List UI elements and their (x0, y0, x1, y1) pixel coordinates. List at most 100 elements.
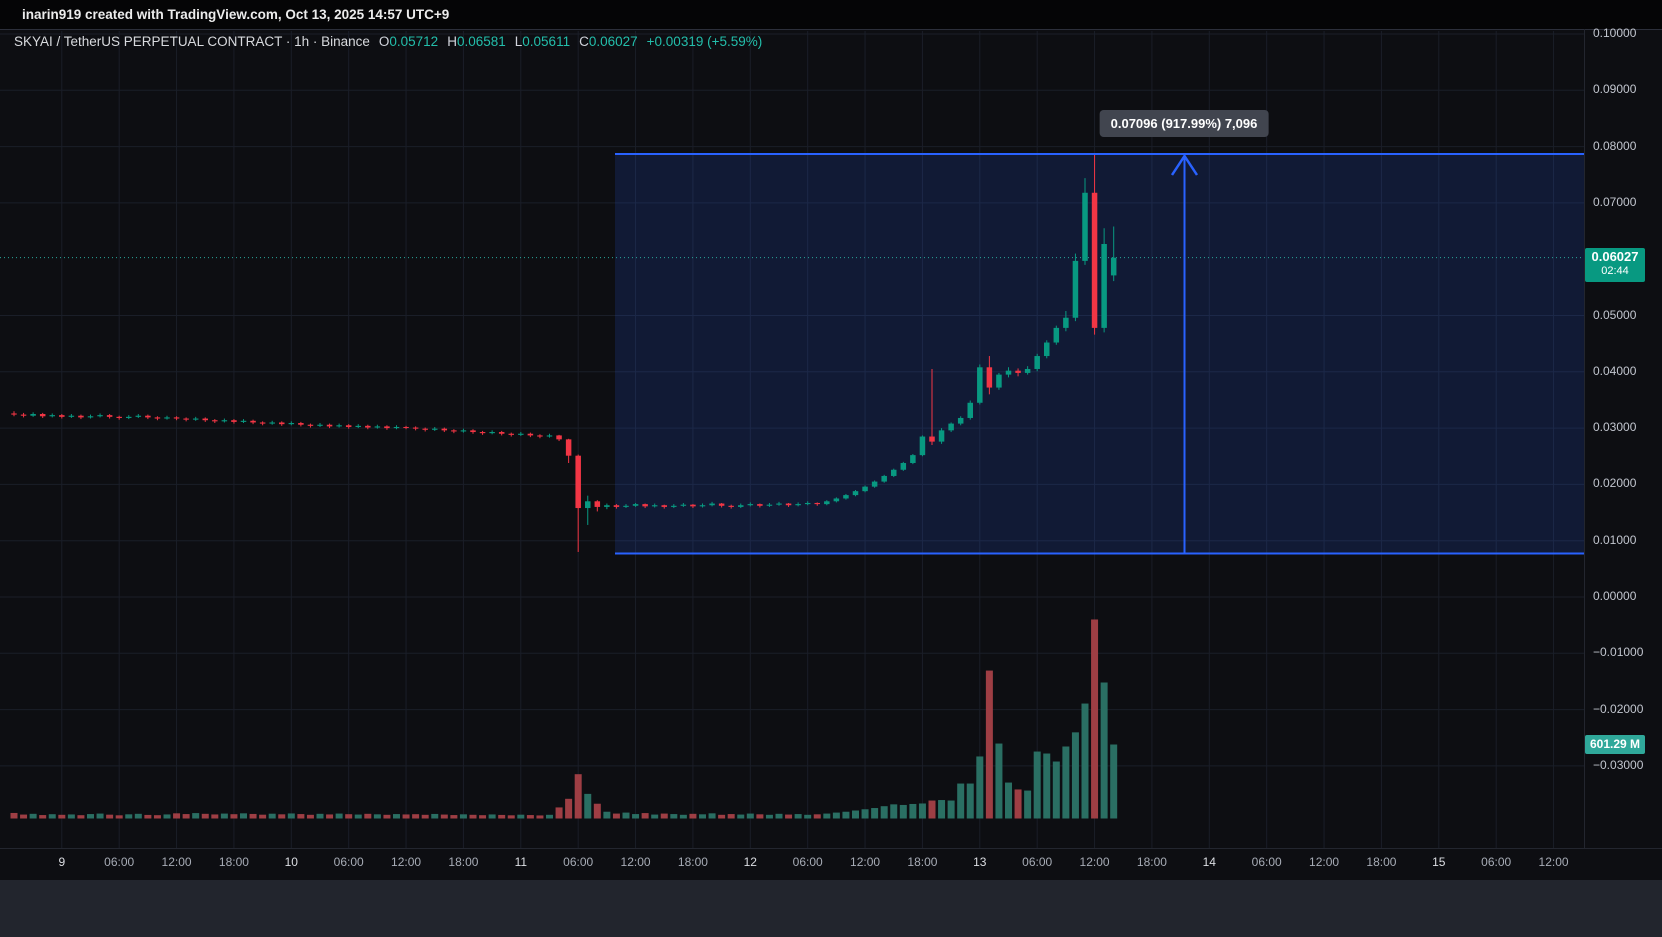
candle-body (508, 433, 514, 435)
time-tick-label: 12:00 (161, 855, 192, 869)
volume-bar (115, 815, 123, 819)
volume-bar (976, 756, 984, 819)
volume-bar (593, 803, 601, 819)
candle-body (814, 502, 820, 505)
candle-body (259, 422, 266, 424)
volume-bar (794, 814, 802, 819)
volume-bar (1110, 744, 1118, 819)
candle-body (432, 428, 438, 430)
price-tick-label: −0.01000 (1593, 645, 1644, 660)
time-tick-label: 12 (743, 855, 757, 869)
volume-bar (899, 804, 907, 819)
price-axis[interactable] (1584, 29, 1662, 848)
candle-body (642, 504, 648, 507)
volume-bar (565, 798, 573, 819)
volume-bar (909, 803, 917, 819)
volume-bar (1091, 619, 1099, 819)
candle-body (527, 433, 534, 436)
candle-body (1005, 370, 1012, 375)
volume-bar (708, 813, 716, 819)
candle-body (1101, 243, 1107, 328)
candle-body (49, 415, 55, 417)
candle-body (145, 415, 151, 418)
candle-body (938, 430, 945, 442)
candle-body (556, 435, 562, 440)
candle-body (288, 423, 295, 425)
time-tick-label: 10 (284, 855, 298, 869)
candle-body (699, 505, 706, 507)
candle-body (164, 417, 170, 419)
symbol-legend[interactable]: SKYAI / TetherUS PERPETUAL CONTRACT · 1h… (14, 34, 762, 52)
candle-body (183, 418, 189, 420)
price-tick-label: −0.03000 (1593, 757, 1644, 772)
candle-body (661, 505, 667, 507)
volume-bar (220, 813, 228, 819)
volume-bar (1033, 751, 1041, 819)
candle-body (240, 420, 247, 422)
brand-bar: TradingView (0, 880, 1662, 937)
candle-body (565, 439, 572, 456)
volume-bar (1014, 789, 1022, 819)
candle-body (374, 426, 381, 428)
candle-body (11, 413, 17, 415)
change-value: +0.00319 (+5.59%) (646, 34, 763, 49)
candle-body (393, 426, 400, 429)
volume-bar (125, 814, 133, 819)
candle-body (154, 417, 161, 419)
volume-bar (297, 814, 305, 819)
volume-bar (488, 814, 496, 819)
volume-bar (938, 800, 946, 819)
measure-box-fill[interactable] (615, 153, 1584, 554)
candle-body (298, 423, 304, 425)
candle-body (498, 432, 505, 434)
volume-bar (163, 814, 171, 819)
measure-arrow-head-icon (1170, 153, 1199, 176)
candle-body (97, 415, 103, 417)
time-tick-label: 18:00 (907, 855, 938, 869)
candle-body (546, 435, 553, 437)
volume-bar (259, 814, 267, 819)
time-tick-label: 12:00 (1079, 855, 1110, 869)
candle-body (317, 424, 323, 426)
volume-bar (670, 814, 678, 819)
candle-body (757, 504, 763, 506)
time-tick-label: 06:00 (333, 855, 364, 869)
volume-bar (469, 814, 477, 819)
chart-canvas[interactable] (0, 29, 1662, 849)
candle-body (996, 374, 1002, 388)
candle-body (518, 433, 524, 435)
volume-bar (1005, 782, 1012, 819)
symbol-title[interactable]: SKYAI / TetherUS PERPETUAL CONTRACT · 1h… (14, 34, 370, 49)
volume-bar (1024, 790, 1032, 819)
candle-body (250, 420, 256, 423)
candle-body (709, 503, 715, 506)
time-tick-label: 14 (1202, 855, 1216, 869)
low-label: L (514, 34, 523, 49)
volume-bar (603, 811, 611, 819)
volume-bar (450, 815, 458, 819)
candle-body (365, 425, 371, 428)
time-tick-label: 18:00 (218, 855, 249, 869)
volume-bar (459, 814, 467, 819)
price-tick-label: 0.08000 (1593, 138, 1637, 153)
volume-bar (393, 814, 400, 819)
candle-body (747, 504, 754, 506)
volume-bar (326, 814, 334, 819)
volume-bar (201, 813, 209, 819)
candle-body (126, 416, 132, 418)
time-tick-label: 06:00 (104, 855, 135, 869)
candle-body (20, 414, 27, 416)
candle-body (192, 418, 199, 420)
candle-body (221, 420, 228, 422)
volume-bar (431, 813, 439, 819)
open-value: 0.05712 (389, 34, 439, 49)
candle-body (871, 481, 878, 487)
time-axis[interactable] (0, 848, 1662, 881)
candle-countdown: 02:44 (1601, 265, 1629, 277)
candle-body (718, 503, 725, 506)
candle-body (106, 415, 113, 417)
candle-body (919, 436, 926, 456)
volume-bar (67, 814, 75, 819)
candle-body (1044, 342, 1050, 357)
volume-bar (412, 814, 420, 819)
